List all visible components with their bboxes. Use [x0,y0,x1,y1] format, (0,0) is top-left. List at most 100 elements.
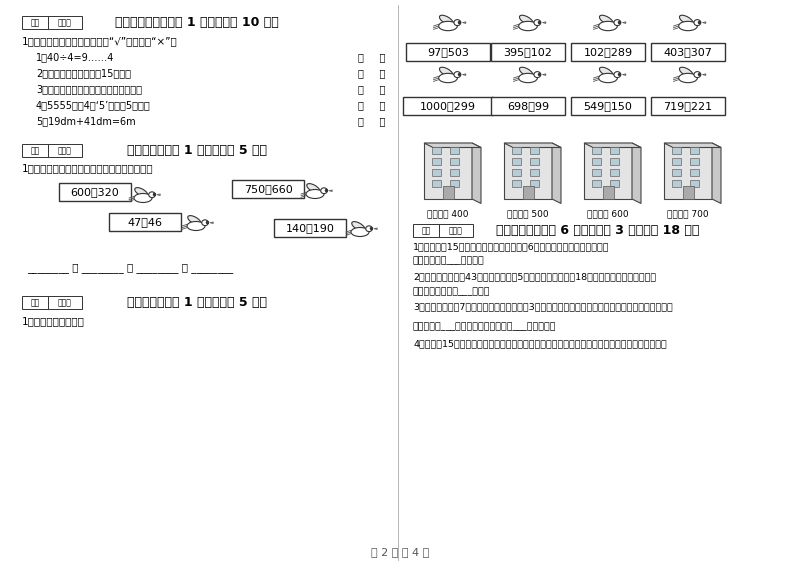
Text: 2、欢欢晚上做作业用了15小时。: 2、欢欢晚上做作业用了15小时。 [36,68,131,78]
Text: 得分: 得分 [30,18,40,27]
Text: 七、连一连（共 1 大题，共计 5 分）: 七、连一连（共 1 大题，共计 5 分） [127,296,267,309]
Ellipse shape [694,72,701,77]
Polygon shape [329,190,332,192]
Polygon shape [157,194,160,195]
Text: 得数接近 400: 得数接近 400 [427,209,469,218]
Bar [511,169,521,176]
Bar [690,147,699,154]
Polygon shape [374,228,378,229]
Text: 得分: 得分 [30,146,40,155]
Text: 4、5555中的4个‘5’都表示5个一。: 4、5555中的4个‘5’都表示5个一。 [36,100,150,110]
Bar [530,169,539,176]
Bar [530,180,539,187]
Ellipse shape [678,21,698,31]
Text: 评卷人: 评卷人 [58,18,72,27]
Text: 八、解决问题（共 6 小题，每题 3 分，共计 18 分）: 八、解决问题（共 6 小题，每题 3 分，共计 18 分） [496,224,700,237]
Text: 得数大约 700: 得数大约 700 [667,209,709,218]
Text: 得数大约 500: 得数大约 500 [507,209,549,218]
Ellipse shape [598,21,618,31]
Bar [439,224,473,237]
Ellipse shape [694,20,701,25]
Bar [671,169,681,176]
Text: （     ）: （ ） [358,100,386,110]
Ellipse shape [614,72,621,77]
Bar [450,180,459,187]
Polygon shape [702,74,706,76]
Bar [530,147,539,154]
Bar [491,43,565,61]
Text: 1、妈妈买了15个苹果，买的橘子比苹果少6个，问一共买了多少个水果？: 1、妈妈买了15个苹果，买的橘子比苹果少6个，问一共买了多少个水果？ [413,242,610,251]
Text: 评卷人: 评卷人 [449,226,463,235]
Bar [431,180,441,187]
Text: 得分: 得分 [30,298,40,307]
Text: 549－150: 549－150 [583,101,633,111]
Text: 3、小明有故事书7本，小丽的故事书是他的3倍，小丽有多少本故事书？他们一共有多少本故事书？: 3、小明有故事书7本，小丽的故事书是他的3倍，小丽有多少本故事书？他们一共有多少… [413,302,673,311]
Ellipse shape [366,226,372,232]
Text: 第 2 页 共 4 页: 第 2 页 共 4 页 [371,547,429,557]
Bar [522,186,534,199]
Ellipse shape [454,20,461,25]
Polygon shape [552,143,561,203]
Text: 600－320: 600－320 [70,187,119,197]
Text: 719－221: 719－221 [663,101,713,111]
Text: 2、学校里原来种了43棵树，今年死了5棵，植树节时又种了18棵，现在学校里有几棵树？: 2、学校里原来种了43棵树，今年死了5棵，植树节时又种了18棵，现在学校里有几棵… [413,272,656,281]
Polygon shape [504,143,561,147]
Text: 得分: 得分 [422,226,430,235]
Text: 1000－299: 1000－299 [420,101,476,111]
Bar [690,169,699,176]
Ellipse shape [614,20,621,25]
Ellipse shape [187,221,205,231]
Text: 1、火眼金睛，我会判：对的画“√”，错的画“×”。: 1、火眼金睛，我会判：对的画“√”，错的画“×”。 [22,36,178,46]
Bar [664,143,712,199]
Text: 5、19dm+41dm=6m: 5、19dm+41dm=6m [36,116,136,126]
Text: 答：现在学校里有___棵树。: 答：现在学校里有___棵树。 [413,287,490,296]
Bar [450,158,459,165]
Ellipse shape [598,73,618,82]
Bar [690,158,699,165]
Polygon shape [542,74,546,76]
Text: 评卷人: 评卷人 [58,146,72,155]
Bar [403,97,493,115]
Text: ________ ＜ ________ ＜ ________ ＜ ________: ________ ＜ ________ ＜ ________ ＜ _______… [27,263,234,273]
Polygon shape [702,21,706,24]
Polygon shape [712,143,721,203]
Text: （     ）: （ ） [358,116,386,126]
Ellipse shape [599,67,613,77]
Bar [450,147,459,154]
Bar [59,183,131,201]
Bar [232,180,304,198]
Polygon shape [424,143,481,147]
Bar [504,143,552,199]
Bar [431,147,441,154]
Ellipse shape [439,15,453,25]
Bar [571,97,645,115]
Text: 4、小红有15元钱，如果只买小盒牛奶，可以买多少盒？如果只买大盒牛奶，最多可以买多少盒？: 4、小红有15元钱，如果只买小盒牛奶，可以买多少盒？如果只买大盒牛奶，最多可以买… [413,339,666,348]
Bar [610,147,619,154]
Bar [571,43,645,61]
Text: （     ）: （ ） [358,52,386,62]
Text: 97＋503: 97＋503 [427,47,469,57]
Bar [602,186,614,199]
Bar [48,144,82,157]
Text: 答：一共买了___个水果。: 答：一共买了___个水果。 [413,256,485,265]
Ellipse shape [678,73,698,82]
Text: 五、判断对与错（共 1 大题，共计 10 分）: 五、判断对与错（共 1 大题，共计 10 分） [115,16,279,29]
Text: 698－99: 698－99 [507,101,549,111]
Bar [442,186,454,199]
Bar [651,43,725,61]
Text: 1、把下列算式按得数大小，从小到大排一行。: 1、把下列算式按得数大小，从小到大排一行。 [22,163,154,173]
Polygon shape [664,143,721,147]
Ellipse shape [188,216,201,225]
Text: 3、长方形和正方形的四个角都是直角。: 3、长方形和正方形的四个角都是直角。 [36,84,142,94]
Bar [591,158,601,165]
Bar [406,43,490,61]
Text: 47＋46: 47＋46 [127,217,162,227]
Bar [424,143,472,199]
Text: 395＋102: 395＋102 [503,47,553,57]
Bar [584,143,632,199]
Polygon shape [622,74,626,76]
Bar [610,180,619,187]
Bar [22,144,48,157]
Text: 750－660: 750－660 [244,184,292,194]
Bar [48,296,82,309]
